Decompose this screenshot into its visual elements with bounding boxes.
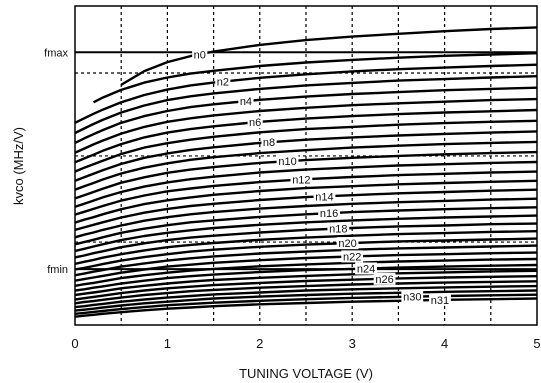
series-line-n20 <box>75 237 537 271</box>
curve-label-n26: n26 <box>375 274 393 286</box>
series-line-n16 <box>75 206 537 246</box>
curve-label-n22: n22 <box>343 251 361 263</box>
x-axis-title: TUNING VOLTAGE (V) <box>239 366 373 381</box>
curve-label-n4: n4 <box>240 96 252 108</box>
series-line-n28 <box>75 284 537 309</box>
series-line-n18 <box>75 222 537 259</box>
curve-label-bg <box>327 222 350 235</box>
series-line-n2 <box>75 63 537 124</box>
curve-label-n31: n31 <box>431 295 449 307</box>
curve-label-n14: n14 <box>315 191 333 203</box>
curve-label-n10: n10 <box>278 156 296 168</box>
series-line-n14 <box>75 188 537 232</box>
curve-label-n12: n12 <box>292 175 310 187</box>
curve-label-bg <box>373 272 396 285</box>
series-line-n5 <box>75 97 537 154</box>
series-line-n17 <box>75 214 537 253</box>
plot-frame <box>74 5 538 326</box>
series-line-n26 <box>75 275 537 301</box>
series-line-n4 <box>75 86 537 144</box>
series-line-n24 <box>75 263 537 292</box>
series-line-n10 <box>75 150 537 200</box>
curve-label-bg <box>355 262 377 275</box>
x-tick-label: 5 <box>533 336 540 351</box>
series-lines <box>75 26 537 318</box>
series-line-n23 <box>75 257 537 287</box>
series-line-n22 <box>75 251 537 282</box>
curve-label-n20: n20 <box>338 238 356 250</box>
series-line-n7 <box>75 119 537 173</box>
x-tick-labels: 0 1 2 3 4 5 <box>71 336 540 351</box>
curve-label-bg <box>192 48 208 61</box>
curve-label-n24: n24 <box>357 263 375 275</box>
series-line-n27 <box>75 280 537 305</box>
series-line-n6 <box>75 108 537 164</box>
series-line-n9 <box>75 140 537 191</box>
series-line-n13 <box>75 179 537 224</box>
series-line-n8 <box>75 130 537 182</box>
x-tick-label: 3 <box>349 336 356 351</box>
series-line-n19 <box>75 230 537 265</box>
series-line-n11 <box>75 160 537 208</box>
series-line-n1 <box>92 52 537 104</box>
x-tick-label: 2 <box>256 336 263 351</box>
curve-label-bg <box>238 95 254 108</box>
curve-label-n8: n8 <box>263 137 275 149</box>
x-tick-label: 4 <box>441 336 448 351</box>
curve-label-bg <box>290 173 313 186</box>
curve-label-n6: n6 <box>249 117 261 129</box>
reference-label-fmax: fmax <box>44 47 68 59</box>
reference-label-fmin: fmin <box>47 264 68 276</box>
series-line-n15 <box>75 197 537 239</box>
x-tick-label: 0 <box>71 336 78 351</box>
curve-label-bg <box>276 155 299 168</box>
curve-label-bg <box>429 293 451 306</box>
series-line-n25 <box>75 269 537 297</box>
curve-label-bg <box>261 136 277 149</box>
curve-label-n0: n0 <box>194 49 206 61</box>
series-line-n3 <box>75 75 537 135</box>
series-line-n21 <box>75 244 537 277</box>
x-tick-label: 1 <box>164 336 171 351</box>
curve-label-n16: n16 <box>320 208 338 220</box>
curve-label-bg <box>215 75 231 88</box>
curve-label-n30: n30 <box>403 292 421 304</box>
curve-label-bg <box>401 290 424 303</box>
curve-label-bg <box>341 250 364 263</box>
curve-label-bg <box>313 190 336 203</box>
curve-label-bg <box>247 116 263 129</box>
series-line-n0 <box>120 26 537 86</box>
curve-label-n2: n2 <box>217 77 229 89</box>
curve-label-n18: n18 <box>329 224 347 236</box>
y-axis-title: kvco (MHz/V) <box>11 127 26 205</box>
series-line-n12 <box>75 170 537 216</box>
curve-label-bg <box>318 207 340 220</box>
curve-label-bg <box>336 237 359 250</box>
